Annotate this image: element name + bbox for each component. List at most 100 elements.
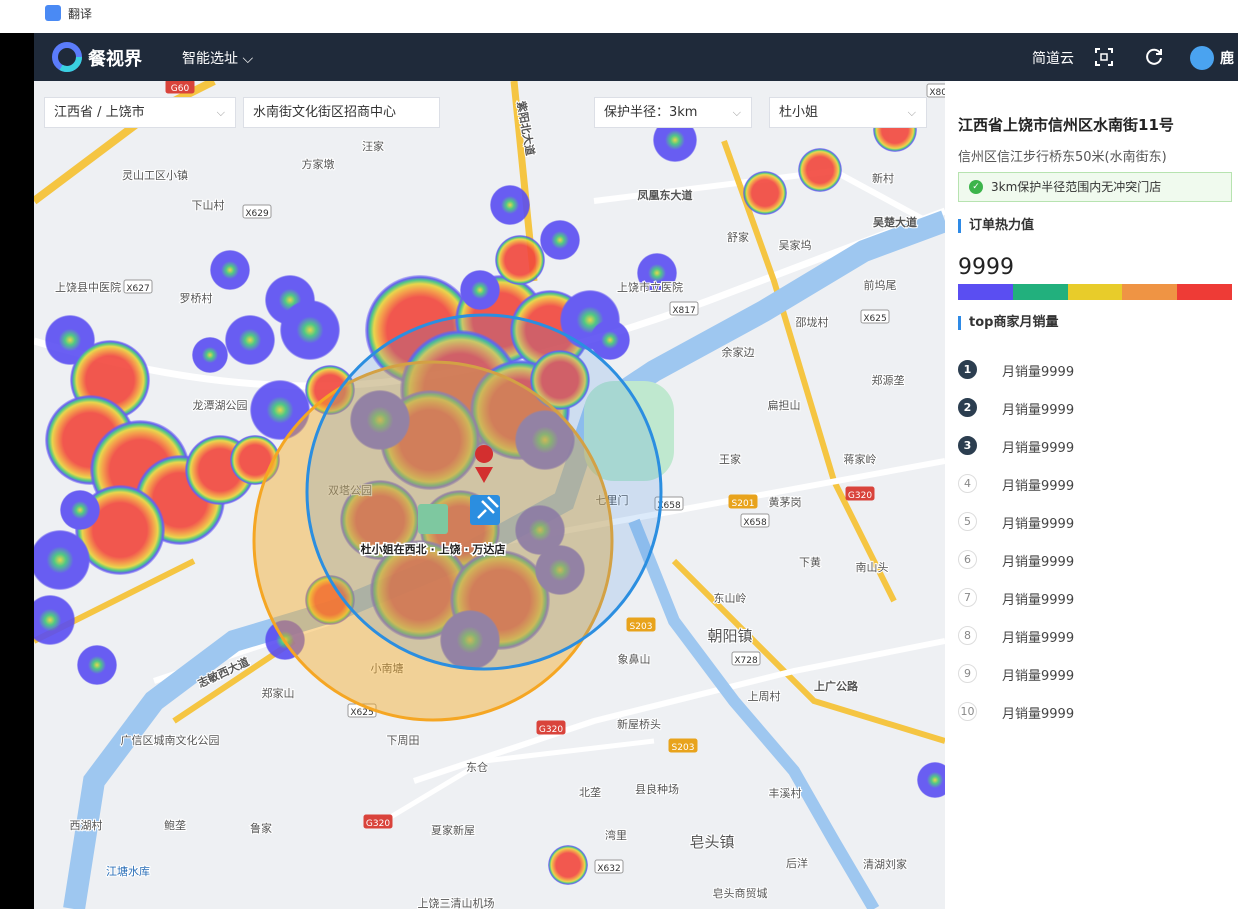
rank-badge: 3 bbox=[958, 436, 977, 455]
search-input[interactable]: 水南街文化街区招商中心 bbox=[243, 97, 440, 128]
heat-blob bbox=[192, 337, 228, 373]
radius-select[interactable]: 保护半径：3km ⌵ bbox=[594, 97, 752, 128]
heat-blob bbox=[210, 250, 250, 290]
rank-badge: 2 bbox=[958, 398, 977, 417]
scale-step bbox=[958, 284, 1013, 300]
map-label: 汪家 bbox=[362, 139, 384, 153]
map-label: 王家 bbox=[719, 452, 741, 466]
road-badge bbox=[926, 83, 945, 98]
address-sub: 信州区信江步行桥东50米(水南街东) bbox=[958, 150, 1167, 165]
road-badge bbox=[536, 720, 566, 735]
map-label: 蒋家岭 bbox=[844, 452, 877, 466]
left-edge bbox=[0, 33, 34, 909]
brand-value[interactable]: 杜小姐 bbox=[779, 105, 819, 120]
park bbox=[584, 381, 674, 481]
map-label: 新村 bbox=[872, 171, 894, 185]
app-link[interactable]: 简道云 bbox=[1032, 51, 1074, 67]
heat-blob bbox=[798, 148, 842, 192]
heat-blob bbox=[340, 480, 420, 560]
heatmap bbox=[34, 108, 945, 885]
region-value[interactable]: 江西省 / 上饶市 bbox=[54, 105, 145, 120]
search-radius bbox=[305, 313, 663, 671]
road-code: G320 bbox=[539, 725, 563, 735]
check-icon: ✓ bbox=[969, 180, 983, 194]
store-icon[interactable] bbox=[418, 504, 448, 534]
location-pin bbox=[475, 445, 494, 483]
rank-badge: 5 bbox=[958, 512, 977, 531]
fullscreen-button[interactable] bbox=[1094, 47, 1114, 67]
heat-blob bbox=[743, 171, 787, 215]
protection-radius bbox=[252, 360, 614, 722]
road-badge bbox=[363, 814, 393, 829]
map-label: 七里门 bbox=[596, 493, 629, 507]
user-name[interactable]: 鹿 bbox=[1220, 51, 1234, 67]
heat-blob bbox=[440, 610, 500, 670]
rank-badge: 1 bbox=[958, 360, 977, 379]
road-code: X817 bbox=[672, 306, 695, 316]
heat-blob bbox=[515, 505, 565, 555]
rank-label: 月销量9999 bbox=[1002, 441, 1075, 456]
road-code: X809 bbox=[929, 88, 945, 98]
heat-blob bbox=[60, 490, 100, 530]
region-select[interactable]: 江西省 / 上饶市 ⌵ bbox=[44, 97, 236, 128]
heat-blob bbox=[225, 315, 275, 365]
window-title: 翻译 bbox=[68, 7, 93, 21]
rank-label: 月销量9999 bbox=[1002, 631, 1075, 646]
avatar[interactable] bbox=[1190, 46, 1214, 70]
address: 江西省上饶市信州区水南街11号 bbox=[958, 116, 1174, 134]
road-code: S203 bbox=[672, 743, 695, 753]
heat-blob bbox=[548, 845, 588, 885]
rank-label: 月销量9999 bbox=[1002, 707, 1075, 722]
map-label: 下山村 bbox=[192, 198, 225, 212]
heat-blob bbox=[495, 235, 545, 285]
rank-label: 月销量9999 bbox=[1002, 403, 1075, 418]
map-label: 灵山工区小镇 bbox=[122, 168, 188, 182]
road-code: X658 bbox=[743, 518, 767, 528]
road-code: X625 bbox=[350, 708, 373, 718]
heat-blob bbox=[34, 595, 75, 645]
rank-label: 月销量9999 bbox=[1002, 365, 1075, 380]
road-badge bbox=[740, 513, 770, 528]
road-badge bbox=[728, 494, 758, 509]
map-label: 上饶三清山机场 bbox=[418, 896, 495, 909]
menu-label[interactable]: 智能选址 bbox=[182, 51, 238, 67]
brand-select[interactable]: 杜小姐 ⌵ bbox=[769, 97, 927, 128]
map-label: 龙潭湖公园 bbox=[193, 399, 248, 412]
rank-label: 月销量9999 bbox=[1002, 593, 1075, 608]
search-value[interactable]: 水南街文化街区招商中心 bbox=[253, 105, 397, 120]
map-label: 皂头商贸城 bbox=[713, 886, 768, 900]
map-label: 西湖村 bbox=[70, 818, 103, 832]
translate-icon bbox=[45, 5, 61, 21]
heat-blob bbox=[34, 530, 90, 590]
header: 餐视界 智能选址 ⌵ 简道云 鹿 bbox=[34, 33, 1238, 81]
map-label: 方家墩 bbox=[302, 157, 335, 171]
road-badge bbox=[123, 279, 153, 294]
map-label: 上周村 bbox=[748, 689, 781, 703]
menu[interactable]: 智能选址 ⌵ bbox=[182, 51, 254, 67]
map-label: 下黄 bbox=[799, 555, 821, 569]
radius-value[interactable]: 保护半径：3km bbox=[604, 105, 698, 120]
heat-value: 9999 bbox=[958, 255, 1014, 280]
map-label: 南山头 bbox=[856, 561, 889, 574]
rank-badge: 9 bbox=[958, 664, 977, 683]
heat-blob bbox=[460, 270, 500, 310]
road-badge bbox=[165, 81, 195, 94]
refresh-button[interactable] bbox=[1144, 47, 1164, 67]
road-code: S201 bbox=[732, 499, 755, 509]
map-label: 东山岭 bbox=[714, 591, 747, 605]
road-code: X629 bbox=[245, 209, 269, 219]
heat-blob bbox=[540, 220, 580, 260]
map-label: 郑家山 bbox=[262, 686, 295, 700]
road-badge bbox=[626, 617, 656, 632]
road-badge bbox=[242, 204, 272, 219]
map-label: 丰溪村 bbox=[769, 786, 802, 800]
map-label: 广信区城南文化公园 bbox=[121, 733, 220, 747]
map-label: 新屋桥头 bbox=[617, 717, 661, 731]
map-label: 江塘水库 bbox=[106, 864, 150, 878]
store-label[interactable]: 杜小姐在西北 · 上饶 · 万达店 bbox=[359, 541, 507, 558]
heat-blob bbox=[77, 645, 117, 685]
